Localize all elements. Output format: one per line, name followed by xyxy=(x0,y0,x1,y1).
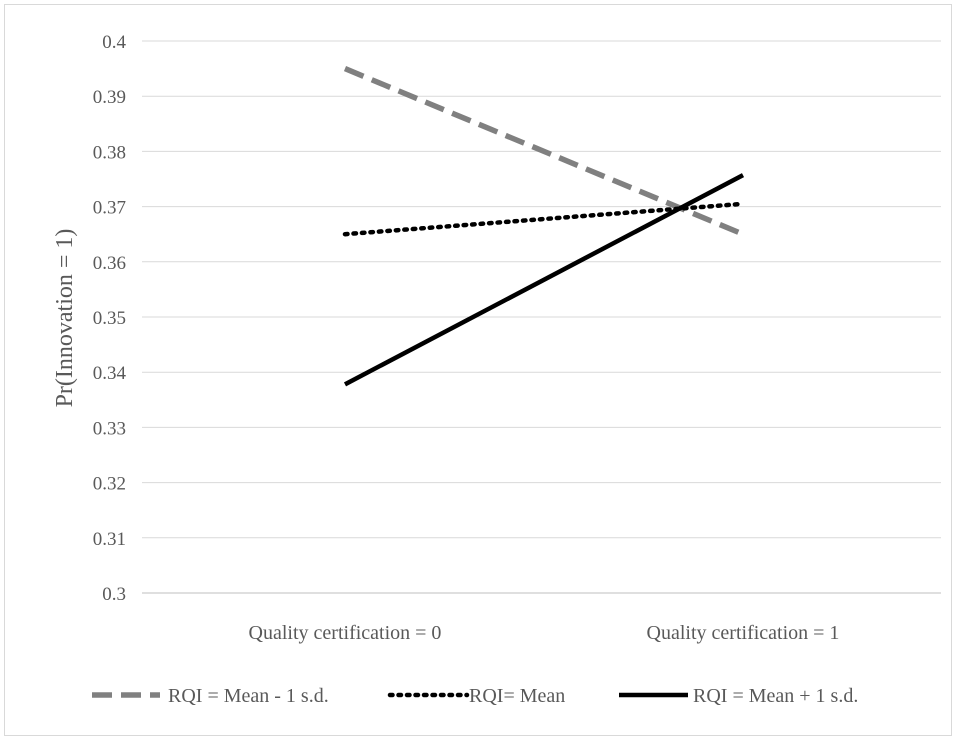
legend-label: RQI = Mean - 1 s.d. xyxy=(168,685,329,707)
y-tick-label: 0.37 xyxy=(93,198,126,219)
y-tick-label: 0.38 xyxy=(93,142,126,163)
y-tick-label: 0.32 xyxy=(93,474,126,495)
y-tick-label: 0.39 xyxy=(93,87,126,108)
y-tick-label: 0.35 xyxy=(93,308,126,329)
series-line xyxy=(343,173,745,387)
legend-label: RQI = Mean + 1 s.d. xyxy=(693,685,858,707)
legend: RQI = Mean - 1 s.d. RQI= Mean RQI = Mean +… xyxy=(92,685,858,707)
y-axis-ticks: 0.3 0.31 0.32 0.33 0.34 0.35 0.36 0.37 0.38 0.39 0… xyxy=(93,32,127,605)
x-axis-categories: Quality certification = 0 Quality certifi… xyxy=(249,622,840,644)
chart-frame xyxy=(4,4,952,736)
y-axis-title: Pr(Innovation = 1) xyxy=(52,229,78,408)
series-line xyxy=(343,66,745,237)
series-lines xyxy=(342,66,746,387)
gridlines xyxy=(142,40,941,594)
y-tick-label: 0.3 xyxy=(102,584,126,605)
y-tick-label: 0.33 xyxy=(93,418,126,439)
legend-label: RQI= Mean xyxy=(469,685,565,707)
y-tick-label: 0.36 xyxy=(93,253,126,274)
x-category-label: Quality certification = 0 xyxy=(249,622,442,644)
y-tick-label: 0.34 xyxy=(93,363,127,384)
y-tick-label: 0.4 xyxy=(102,32,126,53)
x-category-label: Quality certification = 1 xyxy=(647,622,840,644)
y-tick-label: 0.31 xyxy=(93,529,126,550)
